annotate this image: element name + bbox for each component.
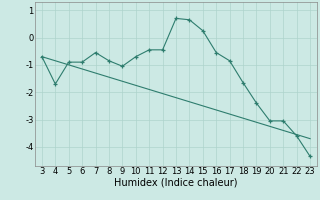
X-axis label: Humidex (Indice chaleur): Humidex (Indice chaleur)	[114, 178, 238, 188]
